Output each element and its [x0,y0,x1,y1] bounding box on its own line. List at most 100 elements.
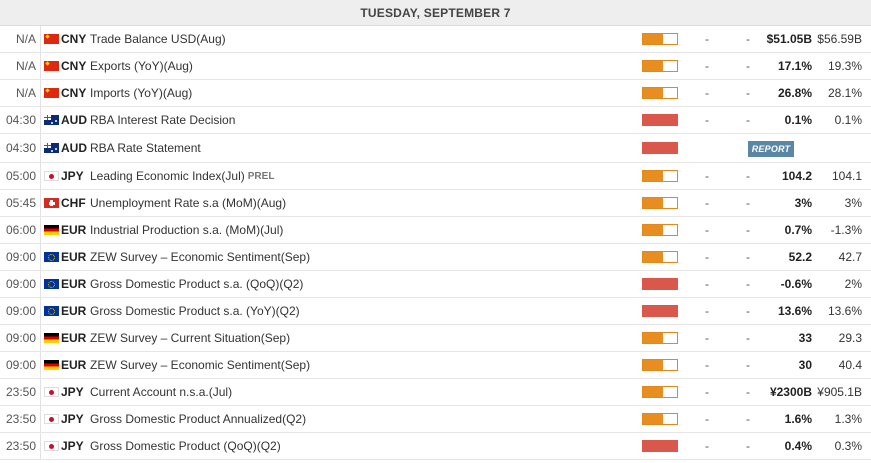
impact-indicator [642,163,678,189]
impact-fill [643,171,664,181]
event-row[interactable]: N/A CNY Imports (YoY)(Aug) - - 26.8% 28.1% [0,80,871,107]
event-row[interactable]: 04:30 AUD RBA Rate Statement REPORT [0,134,871,163]
actual-value: - [705,223,709,237]
event-name[interactable]: Imports (YoY)(Aug) [90,80,630,106]
event-time: 23:50 [5,439,36,453]
row-divider [40,244,41,270]
event-row[interactable]: 05:45 CHF Unemployment Rate s.a (MoM)(Aug)… [0,190,871,217]
currency-code: JPY [61,412,84,426]
event-title[interactable]: RBA Interest Rate Decision [90,113,236,127]
previous-value: $51.05B [766,32,812,46]
event-name[interactable]: Gross Domestic Product (QoQ)(Q2) [90,433,630,459]
flag-container [44,217,59,243]
day-header: TUESDAY, SEPTEMBER 7 [0,0,871,26]
event-name[interactable]: Exports (YoY)(Aug) [90,53,630,79]
event-name[interactable]: Leading Economic Index(Jul) PREL [90,163,630,189]
row-divider [40,298,41,324]
impact-indicator [642,244,678,270]
event-title[interactable]: Gross Domestic Product s.a. (QoQ)(Q2) [90,277,304,291]
event-row[interactable]: 09:00 EUR ZEW Survey – Economic Sentiment(… [0,244,871,271]
event-name[interactable]: Gross Domestic Product Annualized(Q2) [90,406,630,432]
event-title[interactable]: RBA Rate Statement [90,141,201,155]
impact-bar [642,251,678,263]
japan-flag-icon [44,441,59,451]
actual-value: - [705,412,709,426]
consensus-value: 2% [844,277,862,291]
event-title[interactable]: Industrial Production s.a. (MoM)(Jul) [90,223,284,237]
impact-bar [642,305,678,317]
row-divider [40,80,41,106]
consensus-value: ¥905.1B [817,385,862,399]
flag-container [44,163,59,189]
event-title[interactable]: Gross Domestic Product Annualized(Q2) [90,412,307,426]
previous-value: -0.6% [780,277,812,291]
previous-value: 0.4% [784,439,812,453]
event-title[interactable]: Imports (YoY)(Aug) [90,86,193,100]
forecast-value: - [746,32,750,46]
impact-indicator [642,26,678,52]
flag-container [44,325,59,351]
event-row[interactable]: N/A CNY Trade Balance USD(Aug) - - $51.05B $56… [0,26,871,53]
event-name[interactable]: Trade Balance USD(Aug) [90,26,630,52]
impact-indicator [642,379,678,405]
forecast-value: - [746,439,750,453]
event-name[interactable]: ZEW Survey – Economic Sentiment(Sep) [90,352,630,378]
event-title[interactable]: Gross Domestic Product (QoQ)(Q2) [90,439,281,453]
currency-code: CHF [61,196,86,210]
previous-value: 0.7% [784,223,812,237]
forecast-value: - [746,196,750,210]
event-title[interactable]: ZEW Survey – Economic Sentiment(Sep) [90,250,311,264]
flag-container [44,298,59,324]
report-button[interactable]: REPORT [748,141,794,157]
event-time: 09:00 [5,331,36,345]
previous-value: 26.8% [777,86,812,100]
event-row[interactable]: 23:50 JPY Gross Domestic Product (QoQ)(Q2)… [0,433,871,460]
japan-flag-icon [44,171,59,181]
actual-value: - [705,113,709,127]
event-title[interactable]: Unemployment Rate s.a (MoM)(Aug) [90,196,287,210]
flag-container [44,80,59,106]
event-row[interactable]: 09:00 EUR ZEW Survey – Current Situation(S… [0,325,871,352]
event-row[interactable]: 23:50 JPY Current Account n.s.a.(Jul) - - ¥23… [0,379,871,406]
event-name[interactable]: RBA Interest Rate Decision [90,107,630,133]
flag-container [44,352,59,378]
event-title[interactable]: Current Account n.s.a.(Jul) [90,385,233,399]
event-name[interactable]: Gross Domestic Product s.a. (YoY)(Q2) [90,298,630,324]
event-row[interactable]: 09:00 EUR Gross Domestic Product s.a. (QoQ… [0,271,871,298]
event-row[interactable]: 09:00 EUR ZEW Survey – Economic Sentiment(… [0,352,871,379]
event-name[interactable]: ZEW Survey – Current Situation(Sep) [90,325,630,351]
currency-code: EUR [61,358,87,372]
event-title[interactable]: Gross Domestic Product s.a. (YoY)(Q2) [90,304,300,318]
forecast-value: - [746,304,750,318]
event-row[interactable]: 23:50 JPY Gross Domestic Product Annualize… [0,406,871,433]
event-row[interactable]: 09:00 EUR Gross Domestic Product s.a. (YoY… [0,298,871,325]
event-name[interactable]: RBA Rate Statement [90,134,630,162]
event-row[interactable]: 04:30 AUD RBA Interest Rate Decision - - 0.1%… [0,107,871,134]
event-row[interactable]: N/A CNY Exports (YoY)(Aug) - - 17.1% 19.3% [0,53,871,80]
event-name[interactable]: Unemployment Rate s.a (MoM)(Aug) [90,190,630,216]
forecast-value: - [746,331,750,345]
actual-value: - [705,169,709,183]
event-name[interactable]: Industrial Production s.a. (MoM)(Jul) [90,217,630,243]
event-title[interactable]: Exports (YoY)(Aug) [90,59,193,73]
event-time: 23:50 [5,385,36,399]
event-title[interactable]: ZEW Survey – Economic Sentiment(Sep) [90,358,311,372]
event-title[interactable]: Trade Balance USD(Aug) [90,32,226,46]
event-row[interactable]: 05:00 JPY Leading Economic Index(Jul) PREL -… [0,163,871,190]
event-row[interactable]: 06:00 EUR Industrial Production s.a. (MoM)… [0,217,871,244]
consensus-value: 104.1 [831,169,862,183]
event-title[interactable]: Leading Economic Index(Jul) [90,169,245,183]
consensus-value: 19.3% [827,59,862,73]
row-divider [40,26,41,52]
event-title[interactable]: ZEW Survey – Current Situation(Sep) [90,331,291,345]
consensus-value: -1.3% [830,223,862,237]
australia-flag-icon [44,143,59,153]
eu-flag-icon [44,279,59,289]
impact-fill [643,88,664,98]
impact-fill [643,387,664,397]
germany-flag-icon [44,225,59,235]
event-name[interactable]: ZEW Survey – Economic Sentiment(Sep) [90,244,630,270]
event-name[interactable]: Gross Domestic Product s.a. (QoQ)(Q2) [90,271,630,297]
row-divider [40,352,41,378]
event-name[interactable]: Current Account n.s.a.(Jul) [90,379,630,405]
